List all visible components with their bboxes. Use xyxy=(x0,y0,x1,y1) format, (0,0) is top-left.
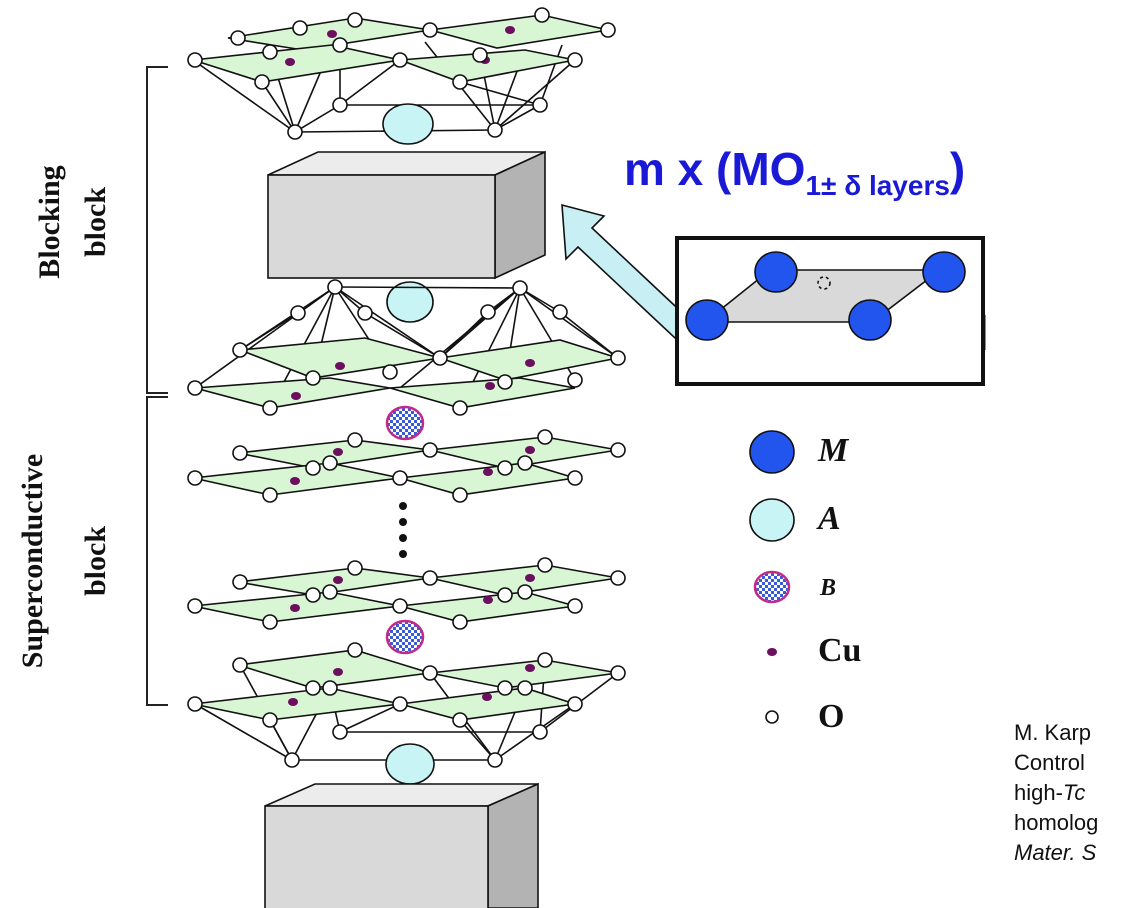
ref-line-4: homolog xyxy=(1014,810,1099,835)
blocking-box-upper xyxy=(267,150,546,280)
middle-octahedra-layer xyxy=(187,279,626,416)
ellipsis-dots xyxy=(399,502,407,558)
superconductive-block-bracket xyxy=(146,396,168,706)
legend-o-label: O xyxy=(818,698,845,735)
legend-b-label: B xyxy=(820,575,837,601)
title-prefix: m x (MO xyxy=(624,143,806,195)
ref-line-2: Control xyxy=(1014,750,1085,775)
superconductive-label-line1: Superconductive xyxy=(16,453,49,669)
legend-b-symbol xyxy=(753,570,791,604)
ref-line-3b: Tc xyxy=(1062,780,1086,805)
cuo2-plane-upper xyxy=(187,429,626,503)
ref-line-5: Mater. S xyxy=(1014,840,1097,865)
ref-line-3a: high- xyxy=(1014,780,1063,805)
b-ion-lower xyxy=(385,619,425,655)
legend-cu-label: Cu xyxy=(818,632,862,669)
legend-cu-symbol xyxy=(767,648,777,656)
a-ion-lower xyxy=(385,743,435,785)
cuo2-plane-lower xyxy=(187,557,626,630)
blocking-block-bracket xyxy=(146,66,168,394)
legend-symbols xyxy=(749,430,795,724)
legend-o-symbol xyxy=(765,710,779,724)
mo-layers-title: m x (MO1± δ layers) xyxy=(624,142,965,202)
blocking-label-line2: block xyxy=(79,186,112,258)
title-suffix: ) xyxy=(949,143,966,195)
ref-line-1: M. Karp xyxy=(1014,720,1092,745)
blocking-box-lower xyxy=(264,782,539,908)
ref-line-3: high-Tc xyxy=(1014,778,1139,808)
bottom-octahedra-layer xyxy=(187,642,626,768)
superconductive-label-line2: block xyxy=(79,525,112,597)
a-ion-middle xyxy=(386,281,434,323)
legend-m-symbol xyxy=(749,430,795,474)
pointer-arrow xyxy=(561,203,692,340)
legend-a-label: A xyxy=(818,500,841,537)
reference-citation: M. Karp Control high-Tc homolog Mater. S xyxy=(1014,718,1139,868)
legend-a-symbol xyxy=(749,498,795,542)
title-subscript: 1± δ layers xyxy=(805,170,950,201)
b-ion-upper xyxy=(385,405,425,441)
a-ion-upper xyxy=(382,103,434,145)
mo-layer-inset xyxy=(675,236,986,386)
legend-m-label: M xyxy=(818,432,849,469)
blocking-label-line1: Blocking xyxy=(33,165,66,279)
